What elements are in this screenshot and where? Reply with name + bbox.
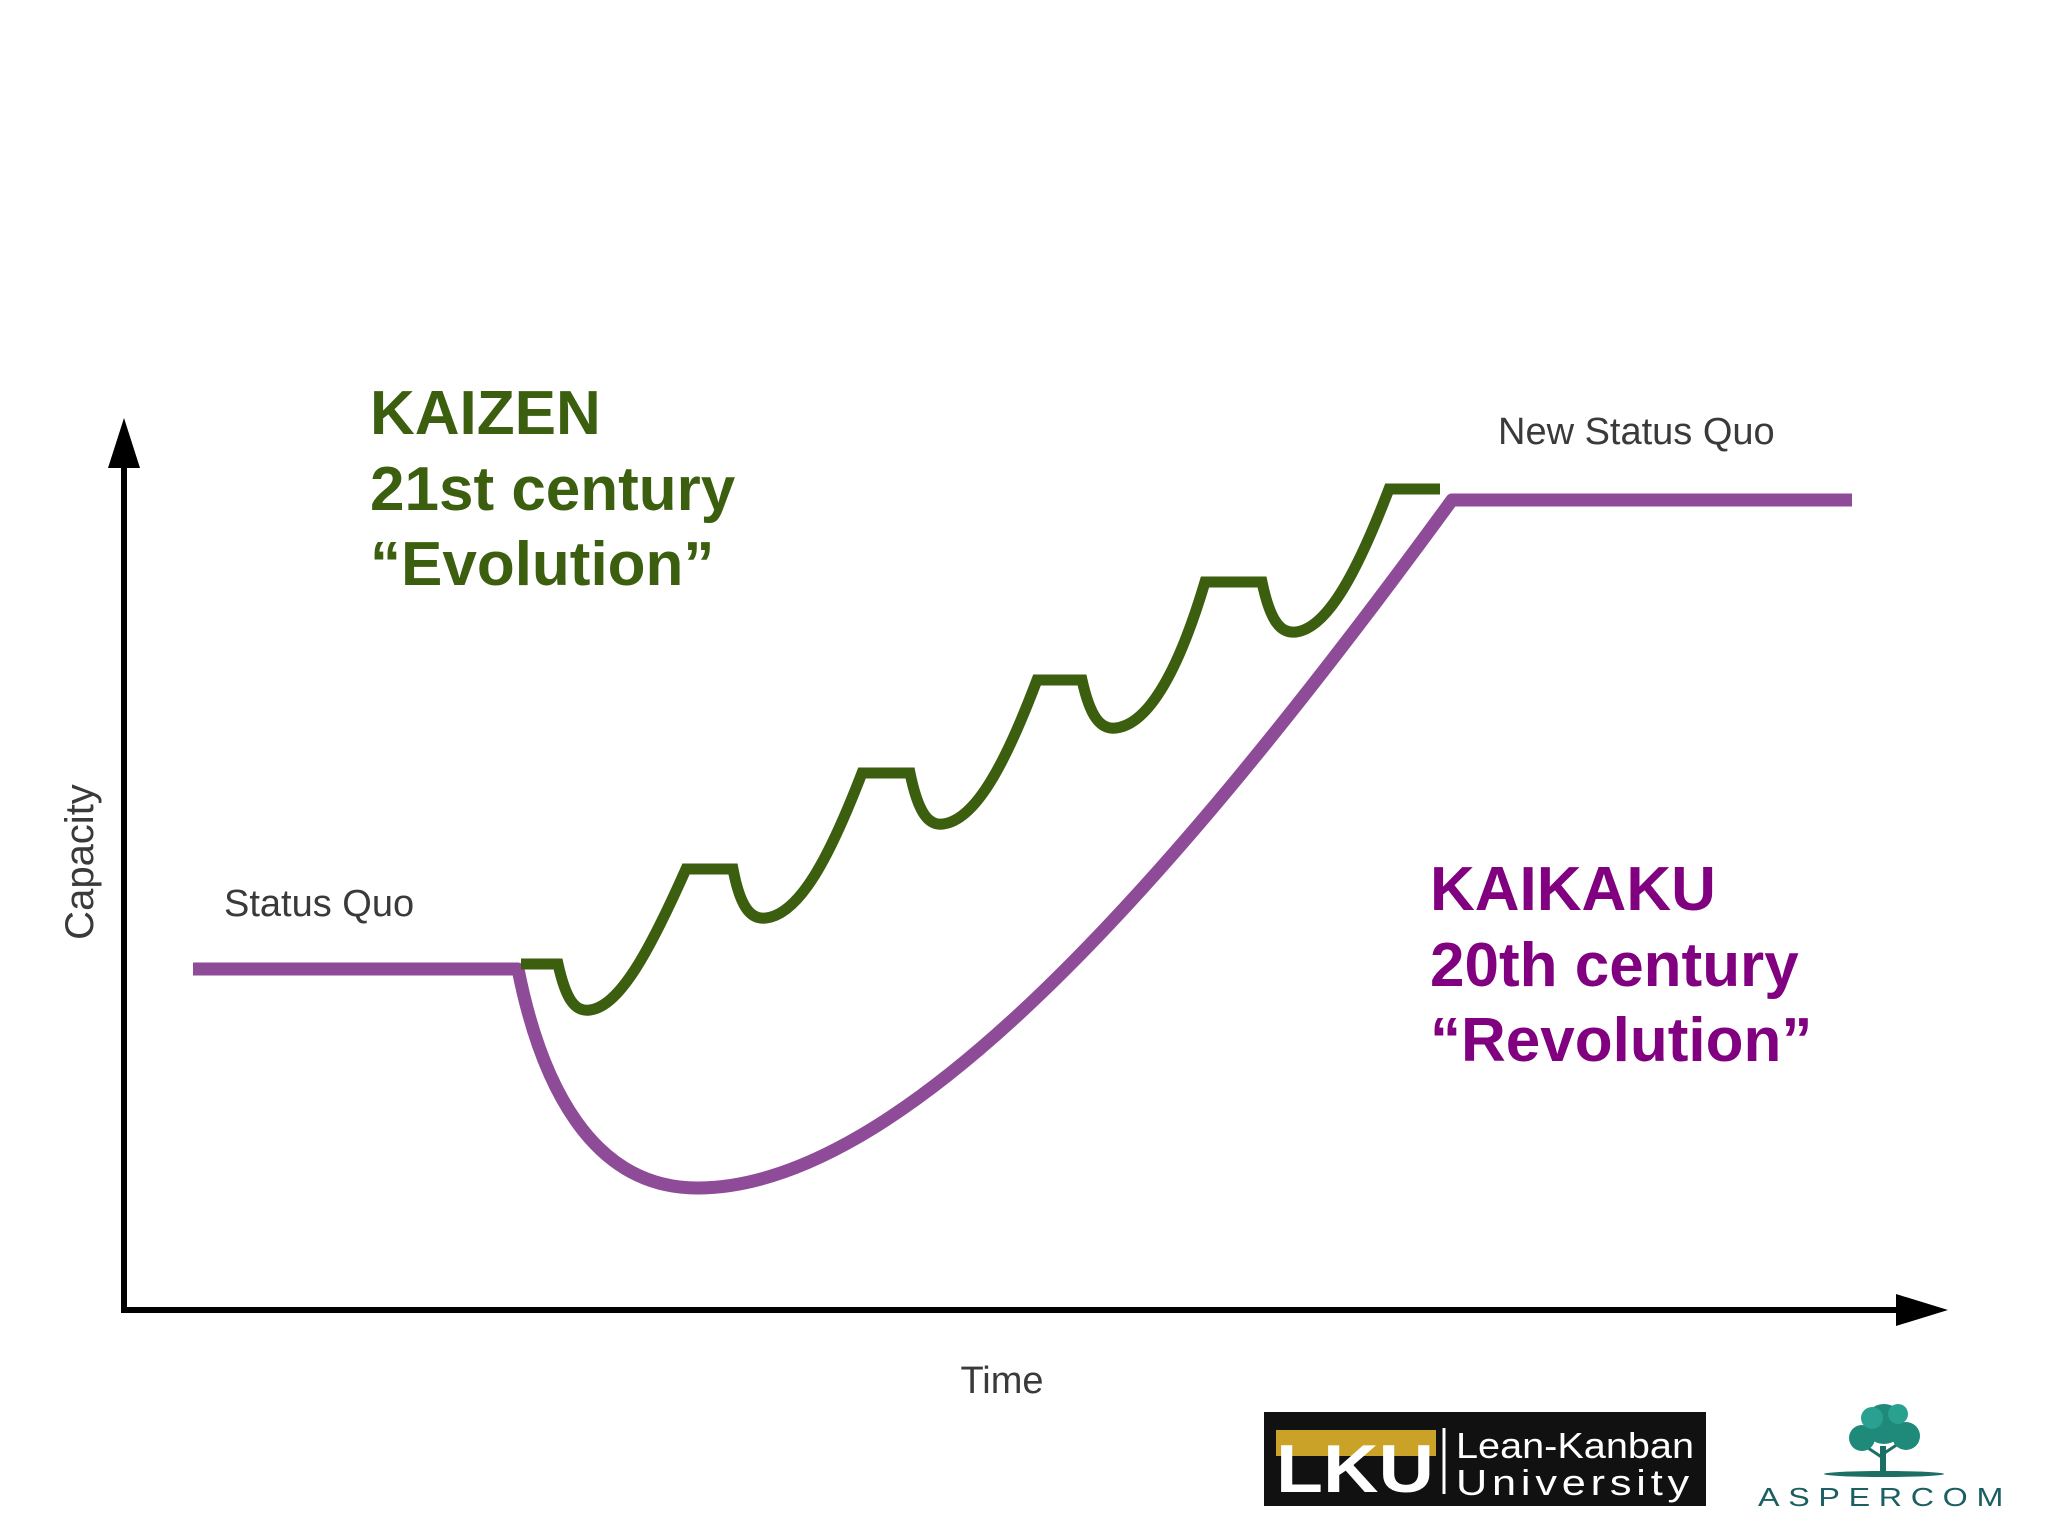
kaikaku-title: KAIKAKU <box>1430 855 1716 924</box>
kaizen-title: KAIZEN <box>370 379 601 448</box>
y-axis-arrow <box>108 418 140 468</box>
kaizen-century: 21st century <box>370 455 736 524</box>
y-axis-label: Capacity <box>58 784 102 940</box>
kaikaku-series-line <box>193 493 1852 1195</box>
kaizen-label: KAIZEN 21st century “Evolution” <box>370 379 736 599</box>
tree-icon <box>1824 1404 1944 1477</box>
lku-logo: LKU Lean-Kanban University <box>1264 1412 1706 1507</box>
aspercom-logo: ASPERCOM <box>1758 1404 2012 1512</box>
kaizen-subtitle: “Evolution” <box>370 530 714 599</box>
new-status-quo-label: New Status Quo <box>1498 411 1775 453</box>
lku-logo-mark: LKU <box>1276 1431 1434 1507</box>
kaikaku-label: KAIKAKU 20th century “Revolution” <box>1430 855 1812 1075</box>
aspercom-wordmark: ASPERCOM <box>1758 1482 2012 1512</box>
lku-logo-gold-band <box>1276 1430 1436 1456</box>
x-axis-label: Time <box>960 1360 1043 1402</box>
kaikaku-subtitle: “Revolution” <box>1430 1006 1812 1075</box>
lku-logo-line1: Lean-Kanban <box>1456 1425 1694 1466</box>
lku-logo-line2: University <box>1456 1462 1694 1503</box>
lku-logo-background <box>1264 1412 1706 1506</box>
x-axis-arrow <box>1896 1294 1948 1326</box>
kaikaku-century: 20th century <box>1430 931 1799 1000</box>
kaizen-series-line <box>521 483 1440 1016</box>
status-quo-label: Status Quo <box>224 883 414 925</box>
